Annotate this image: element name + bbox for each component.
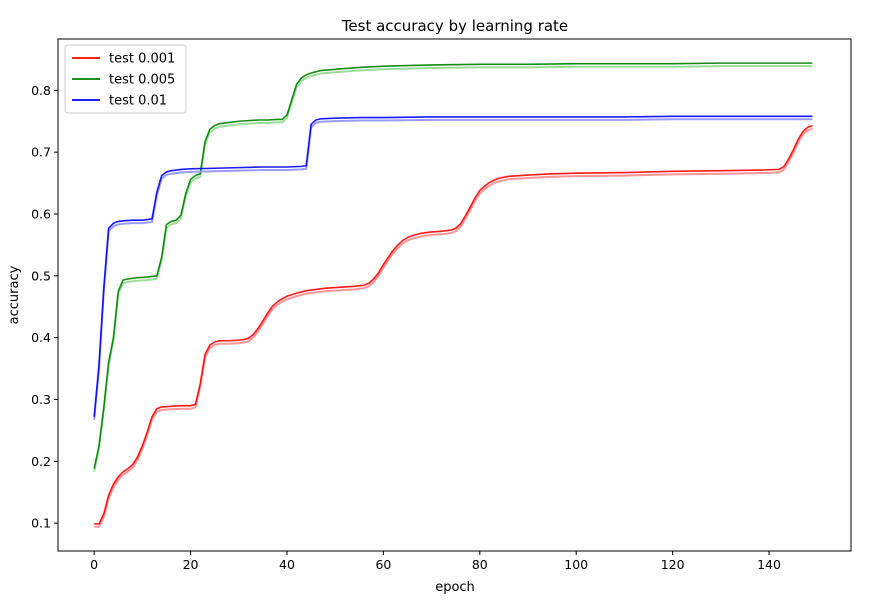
series-shadow-line-1 (93, 65, 813, 472)
x-tick-label: 80 (472, 557, 488, 572)
x-tick-label: 20 (183, 557, 199, 572)
y-axis: 0.1 0.2 0.3 0.4 0.5 0.6 0.7 0.8 (31, 83, 58, 531)
x-tick-label: 60 (375, 557, 391, 572)
legend: test 0.001 test 0.005 test 0.01 (64, 44, 187, 114)
x-tick-label: 40 (279, 557, 295, 572)
legend-label-0: test 0.001 (109, 52, 175, 67)
series-layer (93, 62, 813, 528)
y-tick-label: 0.4 (31, 330, 51, 345)
x-tick-label: 120 (661, 557, 685, 572)
y-tick-label: 0.2 (31, 454, 51, 469)
series-line-0 (94, 124, 813, 525)
y-tick-label: 0.6 (31, 206, 51, 221)
y-tick-label: 0.3 (31, 392, 51, 407)
y-tick-label: 0.5 (31, 268, 51, 283)
x-tick-label: 100 (564, 557, 588, 572)
series-shadow-line-2 (93, 118, 813, 420)
x-axis: 0 20 40 60 80 100 120 140 (90, 551, 781, 572)
x-axis-label: epoch (435, 580, 475, 595)
plot-frame (57, 38, 852, 552)
legend-box (64, 44, 187, 114)
x-tick-label: 140 (757, 557, 781, 572)
y-tick-label: 0.8 (31, 83, 51, 98)
x-tick-label: 0 (90, 557, 98, 572)
series-shadow-line-0 (94, 127, 813, 528)
legend-label-2: test 0.01 (109, 94, 167, 109)
y-tick-label: 0.1 (31, 516, 51, 531)
chart-title: Test accuracy by learning rate (341, 17, 568, 35)
legend-label-1: test 0.005 (109, 73, 175, 88)
series-line-1 (93, 62, 813, 469)
y-axis-label: accuracy (7, 265, 22, 324)
series-line-2 (93, 115, 813, 417)
y-tick-label: 0.7 (31, 145, 51, 160)
